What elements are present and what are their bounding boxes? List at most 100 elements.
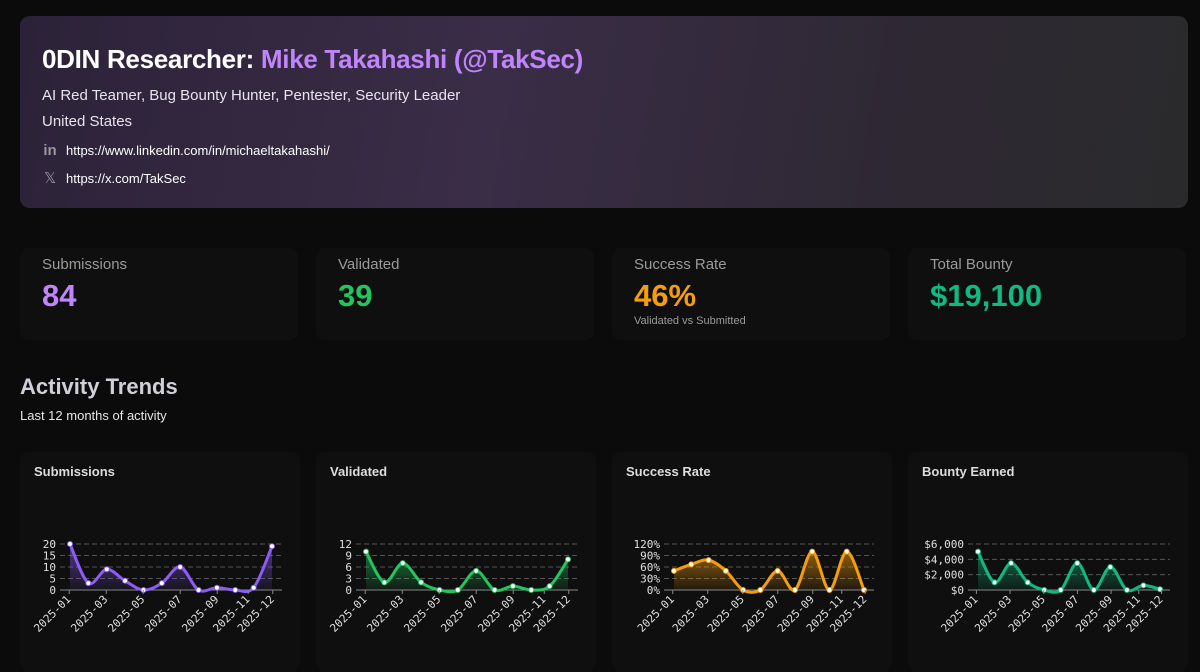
x-tick-label: 2025-03 [670,593,712,635]
linkedin-icon: in [43,142,57,159]
area-fill [70,544,272,592]
x-tick-label: 2025-01 [31,593,73,635]
x-tick-label: 2025-01 [635,593,677,635]
y-tick-label: 0 [49,584,56,597]
researcher-name: Mike Takahashi (@TakSec) [260,44,583,74]
page-title: 0DIN Researcher: Mike Takahashi (@TakSec… [42,44,583,74]
y-tick-label: 15 [43,550,56,563]
validated-chart: 0369122025-012025-032025-052025-072025-0… [327,538,578,635]
stat-success-rate: Success Rate 46% Validated vs Submitted [612,248,890,340]
y-tick-label: 90% [640,550,660,563]
bounty-chart: $0$2,000$4,000$6,0002025-012025-032025-0… [924,538,1170,635]
data-point[interactable] [843,548,850,555]
y-tick-label: 3 [345,573,352,586]
x-tick-label: 2025-03 [68,593,110,635]
y-tick-label: 30% [640,573,660,586]
data-point[interactable] [1074,560,1081,567]
data-point[interactable] [363,548,369,555]
y-tick-label: 12 [339,538,352,551]
data-point[interactable] [213,584,220,591]
data-point[interactable] [195,587,202,593]
data-point[interactable] [250,584,257,591]
linkedin-link[interactable]: in https://www.linkedin.com/in/michaeltak… [43,142,330,159]
y-tick-label: 120% [634,538,661,551]
y-tick-label: $4,000 [924,553,964,566]
data-point[interactable] [975,548,981,555]
area-fill [674,551,864,593]
x-tick-label: 2025-05 [705,593,747,635]
data-point[interactable] [774,567,781,574]
y-tick-label: $2,000 [924,569,964,582]
data-point[interactable] [688,561,695,568]
submissions-chart: 051015202025-012025-032025-052025-072025… [31,538,282,635]
x-tick-label: 2025-05 [401,593,443,635]
area-fill [366,551,568,592]
x-tick-label: 2025-07 [142,593,184,635]
data-point[interactable] [546,583,553,590]
data-point[interactable] [705,557,712,564]
data-point[interactable] [1123,587,1130,593]
section-title: Activity Trends [20,374,178,399]
y-tick-label: 9 [345,550,352,563]
researcher-bio: AI Red Teamer, Bug Bounty Hunter, Pentes… [42,87,461,104]
data-point[interactable] [103,566,110,573]
y-tick-label: 0% [647,584,661,597]
area-fill [978,551,1160,593]
data-point[interactable] [399,560,406,567]
data-point[interactable] [1107,564,1114,570]
data-point[interactable] [473,567,480,574]
data-point[interactable] [1024,579,1031,586]
y-tick-label: $6,000 [924,538,964,551]
data-point[interactable] [269,543,275,550]
x-tick-label: 2025-03 [364,593,406,635]
data-point[interactable] [1008,560,1015,567]
chart-card-submissions: Submissions 0 5 10 15 20 2025-01 2025-03 2025-05… [20,452,300,672]
data-point[interactable] [381,579,388,586]
data-point[interactable] [491,587,498,593]
y-tick-label: 10 [43,561,56,574]
data-point[interactable] [177,564,184,570]
chart-card-success-rate: Success Rate 0% 30% 60% 90% 120% 2025-01 2025-0… [612,452,892,672]
data-point[interactable] [528,587,535,593]
y-tick-label: 20 [43,538,56,551]
x-tick-label: 2025-07 [438,593,480,635]
data-point[interactable] [158,580,165,587]
x-tick-label: 2025-01 [327,593,369,635]
y-tick-label: 5 [49,573,56,586]
data-point[interactable] [509,583,516,590]
data-point[interactable] [85,580,92,587]
data-point[interactable] [1090,587,1097,593]
data-point[interactable] [826,587,833,593]
stat-validated: Validated 39 [316,248,594,340]
success-rate-chart: 0%30%60%90%120% 2025-012025-032025-052025… [634,538,874,635]
y-tick-label: 6 [345,561,352,574]
section-subtitle: Last 12 months of activity [20,408,167,423]
data-point[interactable] [454,587,461,593]
data-point[interactable] [757,587,764,593]
data-point[interactable] [232,587,239,593]
x-tick-label: 2025-05 [105,593,147,635]
data-point[interactable] [1140,582,1147,589]
x-tick-label: 2025-07 [740,593,782,635]
researcher-location: United States [42,113,133,130]
y-tick-label: $0 [951,584,964,597]
data-point[interactable] [565,556,571,563]
researcher-header: 0DIN Researcher: Mike Takahashi (@TakSec… [20,16,1188,208]
y-tick-label: 0 [345,584,352,597]
y-tick-label: 60% [640,561,660,574]
data-point[interactable] [722,567,729,574]
stat-total-bounty: Total Bounty $19,100 [908,248,1186,340]
data-point[interactable] [991,579,998,586]
x-icon: 𝕏 [43,170,57,187]
stat-submissions: Submissions 84 [20,248,298,340]
data-point[interactable] [418,579,425,586]
data-point[interactable] [671,567,677,574]
data-point[interactable] [67,541,73,547]
data-point[interactable] [1057,587,1064,593]
data-point[interactable] [122,577,129,584]
data-point[interactable] [809,548,816,555]
chart-card-bounty: Bounty Earned $0 $2,000 $4,000 $6,000 2025-01… [908,452,1188,672]
chart-card-validated: Validated 0 3 6 9 12 2025-01 2025-03 2025-05 2025… [316,452,596,672]
data-point[interactable] [791,587,798,593]
